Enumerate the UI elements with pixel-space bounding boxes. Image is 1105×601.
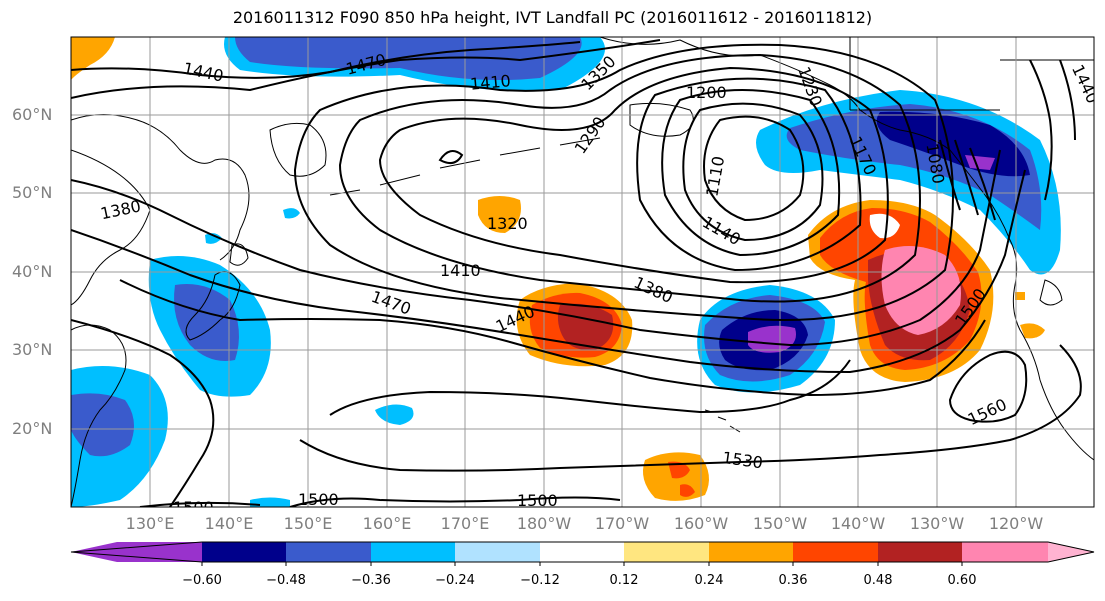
lon-label: 150°W	[752, 514, 808, 533]
lat-label-20n: 20°N	[12, 419, 53, 438]
colorbar-tick: 0.48	[863, 573, 893, 588]
colorbar-tick: 0.60	[947, 573, 977, 588]
lon-label: 170°E	[440, 514, 490, 533]
contour-label: 1500	[517, 491, 558, 510]
contour-label: 1200	[686, 83, 727, 102]
map-frame	[70, 36, 1095, 508]
lon-label: 160°W	[673, 514, 729, 533]
colorbar-tick: −0.36	[351, 573, 391, 588]
lon-label: 180°W	[516, 514, 572, 533]
contour-label: 1410	[440, 261, 481, 280]
lat-label-50n: 50°N	[12, 183, 53, 202]
lon-label: 150°E	[283, 514, 333, 533]
colorbar-tick: −0.12	[520, 573, 560, 588]
contour-label: 1320	[487, 214, 528, 233]
lon-label: 130°E	[125, 514, 175, 533]
lon-label: 130°W	[909, 514, 965, 533]
lat-label-30n: 30°N	[12, 340, 53, 359]
map-title: 2016011312 F090 850 hPa height, IVT Land…	[232, 8, 873, 27]
contour-label: 1500	[298, 490, 339, 509]
colorbar-tick: 0.36	[778, 573, 808, 588]
lon-label: 170°W	[594, 514, 650, 533]
contour-label: 1500	[173, 498, 214, 517]
height-contours	[71, 39, 1082, 507]
contour-label: 1410	[469, 71, 511, 93]
lon-label: 140°E	[204, 514, 254, 533]
negative-ivt-shading	[71, 37, 1061, 507]
colorbar-tick: −0.60	[182, 573, 222, 588]
positive-ivt-shading	[71, 37, 1045, 501]
lat-label-40n: 40°N	[12, 262, 53, 281]
colorbar-tick: 0.24	[694, 573, 724, 588]
lon-label: 120°W	[988, 514, 1044, 533]
gridlines	[71, 37, 1094, 507]
lat-label-60n: 60°N	[12, 105, 53, 124]
lon-label: 140°W	[830, 514, 886, 533]
colorbar-tick: −0.48	[266, 573, 306, 588]
colorbar-tick: 0.12	[609, 573, 639, 588]
lon-label: 160°E	[362, 514, 412, 533]
colorbar-tick: −0.24	[435, 573, 475, 588]
